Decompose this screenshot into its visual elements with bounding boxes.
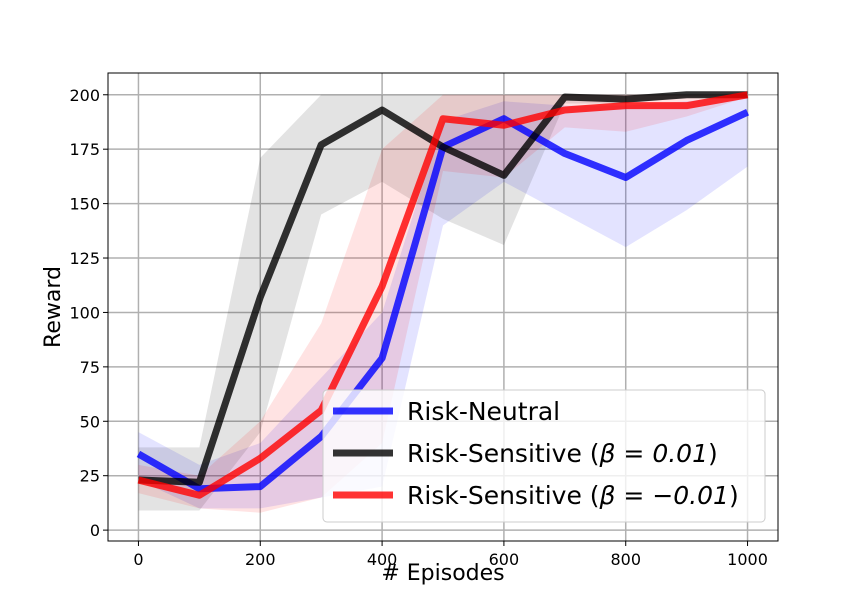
y-tick-label: 125 (69, 249, 100, 268)
x-tick-label: 400 (367, 550, 398, 569)
y-tick-label: 150 (69, 195, 100, 214)
x-tick-label: 600 (489, 550, 520, 569)
axis-ticks: 0 200 400 600 800 1000 0 25 50 75 100 125 150 175 200 (69, 86, 767, 569)
y-tick-label: 175 (69, 140, 100, 159)
series-line-1 (138, 91, 748, 486)
y-tick-label: 25 (80, 467, 100, 486)
series-line-2 (137, 91, 749, 499)
series-band-2 (138, 94, 748, 513)
legend: Risk-Neutral Risk-Sensitive (β = 0.01) Ris… (322, 389, 766, 523)
x-tick-label: 200 (245, 550, 276, 569)
confidence-bands (138, 94, 748, 513)
legend-box (322, 389, 766, 523)
y-axis-label: Reward (41, 266, 66, 348)
legend-label: Risk-Sensitive (β = 0.01) (407, 439, 718, 468)
legend-label: Risk-Neutral (407, 397, 560, 426)
x-tick-label: 0 (133, 550, 143, 569)
y-tick-label: 100 (69, 303, 100, 322)
series-band-0 (138, 94, 748, 509)
series-band-1 (138, 94, 748, 511)
series-lines (136, 91, 750, 499)
y-tick-label: 0 (90, 521, 100, 540)
plot-frame (107, 72, 779, 542)
y-tick-label: 50 (80, 412, 100, 431)
y-tick-label: 75 (80, 358, 100, 377)
x-axis-label: # Episodes (381, 561, 504, 586)
x-tick-label: 1000 (727, 550, 768, 569)
x-tick-label: 800 (610, 550, 641, 569)
y-tick-label: 200 (69, 86, 100, 105)
legend-label: Risk-Sensitive (β = −0.01) (407, 481, 739, 510)
